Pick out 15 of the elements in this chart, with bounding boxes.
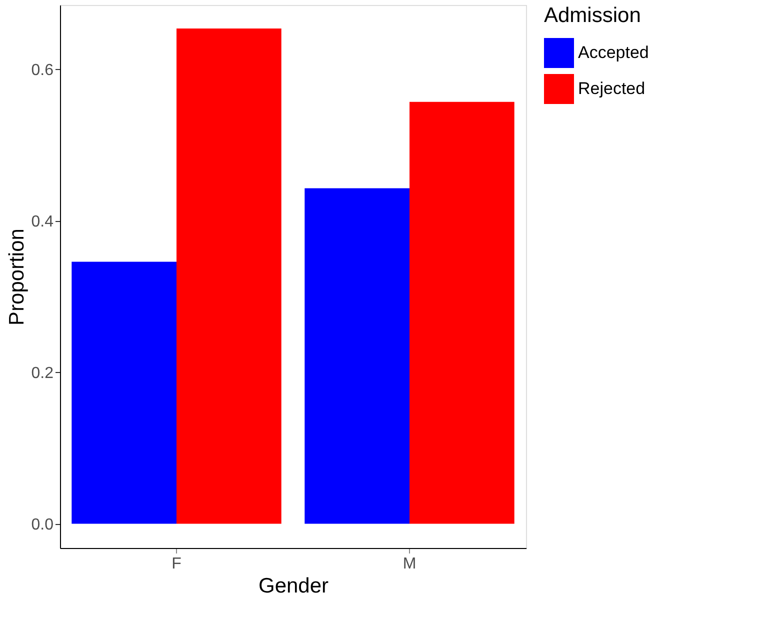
bar xyxy=(72,262,176,524)
legend-title: Admission xyxy=(544,4,641,27)
legend-label: Rejected xyxy=(578,79,646,98)
y-tick-label: 0.2 xyxy=(31,364,54,382)
legend-label: Accepted xyxy=(578,43,649,62)
y-axis-title: Proportion xyxy=(5,228,28,326)
x-tick-label: M xyxy=(402,556,416,572)
y-tick-label: 0.0 xyxy=(31,516,54,534)
x-tick-label: F xyxy=(172,556,182,572)
bar xyxy=(304,188,410,524)
x-axis-title: Gender xyxy=(258,574,329,598)
bar xyxy=(410,102,514,524)
y-tick-label: 0.4 xyxy=(31,213,54,230)
y-tick-label: 0.6 xyxy=(31,62,54,79)
bar xyxy=(176,28,282,524)
